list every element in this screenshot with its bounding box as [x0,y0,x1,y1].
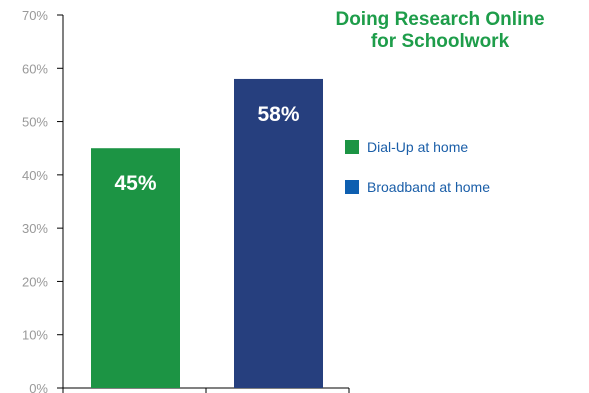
y-tick-label: 20% [22,274,48,289]
y-tick-label: 0% [29,381,48,393]
legend-label-broadband: Broadband at home [367,179,490,195]
y-tick-label: 60% [22,61,48,76]
legend-item-broadband: Broadband at home [345,178,490,196]
legend: Dial-Up at home Broadband at home [345,138,490,218]
chart-title-line-1: Doing Research Online [335,9,545,30]
chart-title-line-2: for Schoolwork [370,31,510,52]
y-tick-label: 40% [22,168,48,183]
data-label-broadband: 58% [257,103,299,126]
y-axis: 0% 10% 20% 30% 40% 50% 60% 70% [22,8,64,393]
legend-label-dial-up: Dial-Up at home [367,139,469,155]
legend-item-dial-up: Dial-Up at home [345,138,490,156]
y-tick-label: 50% [22,115,48,130]
data-labels: 45% 58% [114,103,299,195]
data-label-dial-up: 45% [114,172,156,195]
bar-dial-up [91,148,180,388]
x-axis [62,387,350,393]
chart-title: Doing Research Online for Schoolwork [290,9,589,53]
bar-broadband [234,78,323,388]
y-tick-label: 10% [22,328,48,343]
y-tick-label: 30% [22,221,48,236]
legend-swatch-dial-up [345,140,359,154]
y-tick-label: 70% [22,8,48,23]
legend-swatch-broadband [345,180,359,194]
bars [91,78,323,388]
